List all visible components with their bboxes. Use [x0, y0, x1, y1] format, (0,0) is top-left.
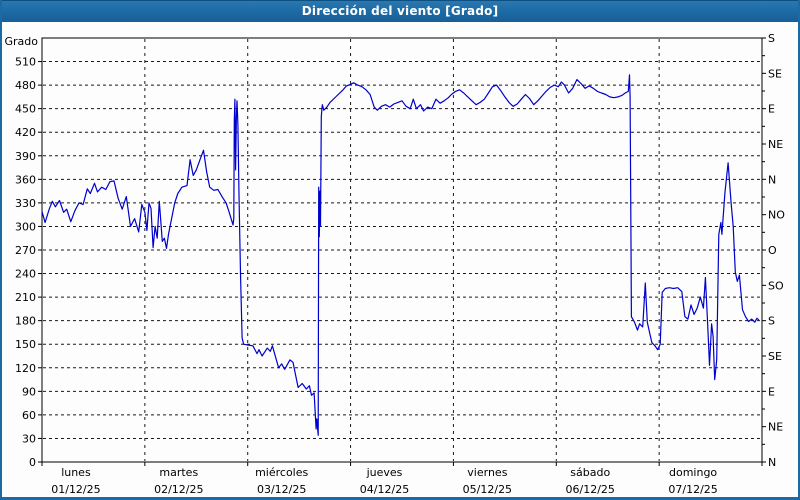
y-tick-label: 0 — [29, 456, 36, 469]
y-tick-label: 450 — [15, 103, 36, 116]
day-date-label: 03/12/25 — [257, 483, 306, 496]
y-tick-label: 60 — [22, 409, 36, 422]
day-date-label: 06/12/25 — [566, 483, 615, 496]
day-date-label: 05/12/25 — [463, 483, 512, 496]
y-tick-label: 120 — [15, 362, 36, 375]
day-name-label: lunes — [61, 466, 91, 479]
y-tick-label: 360 — [15, 173, 36, 186]
y-tick-label: 270 — [15, 244, 36, 257]
day-name-label: jueves — [366, 466, 403, 479]
y-tick-label: 240 — [15, 268, 36, 281]
wind-direction-line — [41, 74, 760, 436]
y-axis-title: Grado — [5, 35, 39, 48]
day-date-label: 04/12/25 — [360, 483, 409, 496]
wind-direction-label: SO — [768, 279, 784, 292]
wind-direction-label: E — [768, 103, 775, 116]
wind-direction-label: N — [768, 173, 776, 186]
y-tick-label: 300 — [15, 220, 36, 233]
day-name-label: sábado — [570, 466, 610, 479]
y-tick-label: 180 — [15, 315, 36, 328]
wind-direction-label: SE — [768, 67, 782, 80]
wind-direction-label: O — [768, 244, 777, 257]
y-tick-label: 330 — [15, 197, 36, 210]
day-name-label: martes — [159, 466, 198, 479]
day-name-label: miércoles — [255, 466, 308, 479]
day-date-label: 02/12/25 — [154, 483, 203, 496]
day-date-label: 01/12/25 — [51, 483, 100, 496]
y-tick-label: 210 — [15, 291, 36, 304]
wind-direction-label: NE — [768, 138, 783, 151]
window-title: Dirección del viento [Grado] — [2, 0, 798, 22]
wind-direction-label: NO — [768, 209, 785, 222]
day-date-label: 07/12/25 — [668, 483, 717, 496]
wind-direction-label: S — [768, 315, 775, 328]
y-tick-label: 30 — [22, 432, 36, 445]
wind-direction-label: N — [768, 456, 776, 469]
wind-direction-label: E — [768, 385, 775, 398]
day-name-label: domingo — [669, 466, 717, 479]
day-name-label: viernes — [467, 466, 507, 479]
wind-direction-label: NE — [768, 421, 783, 434]
y-tick-label: 420 — [15, 126, 36, 139]
plot-area — [42, 38, 762, 462]
y-tick-label: 510 — [15, 56, 36, 69]
wind-direction-label: SE — [768, 350, 782, 363]
y-tick-label: 390 — [15, 150, 36, 163]
y-tick-label: 90 — [22, 385, 36, 398]
y-tick-label: 150 — [15, 338, 36, 351]
wind-direction-label: S — [768, 32, 775, 45]
y-tick-label: 480 — [15, 79, 36, 92]
